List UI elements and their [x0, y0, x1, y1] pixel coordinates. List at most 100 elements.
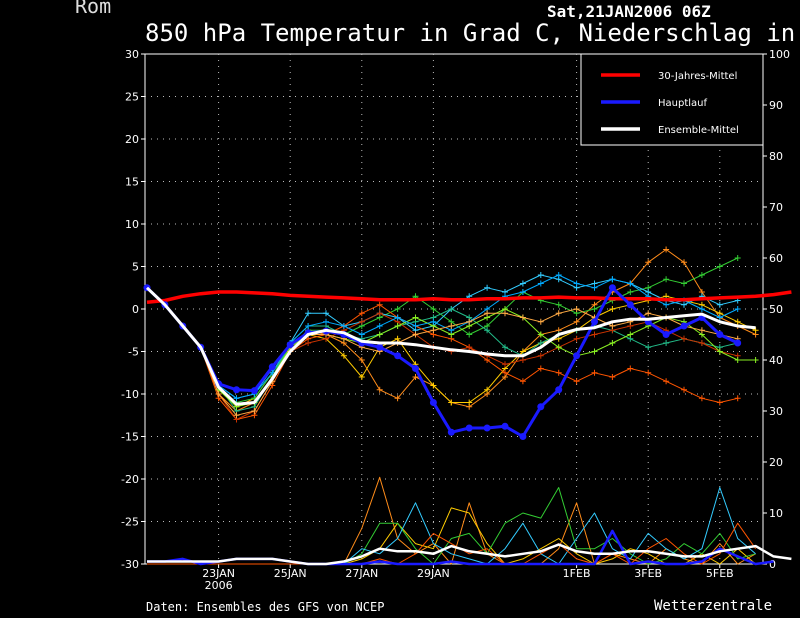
- point-member-2: [484, 386, 491, 393]
- point-member-7: [376, 310, 383, 317]
- point-hauptlauf: [447, 428, 455, 436]
- left-axis: -30 -25 -20 -15 -10 -5 0 5 10 15 20 25 30: [121, 48, 145, 571]
- point-member-7: [681, 335, 687, 342]
- point-member-7: [537, 352, 544, 359]
- point-member-2: [448, 399, 455, 406]
- point-member-8: [591, 348, 598, 355]
- point-hauptlauf: [716, 331, 724, 338]
- point-member-3: [466, 331, 473, 338]
- point-member-10: [251, 408, 258, 414]
- point-member-3: [591, 306, 598, 312]
- point-member-9: [591, 284, 598, 291]
- point-member-5: [627, 365, 634, 372]
- point-member-1: [663, 246, 670, 253]
- point-member-5: [502, 369, 508, 376]
- x-tick-label: 23JAN: [202, 567, 235, 580]
- point-member-7: [698, 340, 705, 346]
- series-line-30-jahres-mittel: [146, 290, 792, 304]
- point-member-3: [734, 255, 741, 261]
- point-member-6: [502, 344, 508, 351]
- point-member-5: [519, 378, 526, 385]
- point-member-2: [734, 318, 741, 325]
- point-member-5: [734, 395, 741, 402]
- left-tick-label: -15: [121, 431, 139, 444]
- point-member-1: [376, 386, 383, 393]
- legend-label-hauptlauf: Hauptlauf: [658, 98, 707, 109]
- point-member-10: [484, 310, 491, 317]
- right-tick-label: 90: [769, 99, 783, 112]
- point-member-6: [663, 340, 670, 346]
- series-line-niederschlag-ensemble-mittel: [147, 543, 792, 566]
- point-hauptlauf: [233, 386, 240, 394]
- series-line-niederschlag-member-5: [147, 522, 757, 565]
- point-hauptlauf: [268, 363, 276, 371]
- run-timestamp: Sat,21JAN2006 06Z: [547, 2, 711, 21]
- point-member-2: [752, 327, 759, 334]
- left-tick-label: -5: [128, 346, 139, 359]
- left-tick-label: 30: [125, 48, 139, 61]
- point-member-2: [466, 399, 473, 406]
- point-member-5: [681, 386, 687, 393]
- series-layer: [143, 246, 792, 566]
- series-line-hauptlauf: [145, 286, 739, 438]
- point-hauptlauf: [608, 284, 616, 292]
- left-tick-label: -25: [121, 516, 139, 529]
- point-member-9: [716, 314, 723, 321]
- point-member-3: [394, 306, 401, 312]
- point-hauptlauf: [394, 352, 402, 360]
- point-member-9: [519, 289, 526, 295]
- series-line-niederschlag-member-1: [147, 476, 756, 565]
- point-hauptlauf: [537, 403, 545, 411]
- x-tick-label: 27JAN: [345, 567, 378, 580]
- point-hauptlauf: [591, 318, 598, 326]
- point-member-10: [537, 318, 544, 325]
- point-member-1: [681, 259, 687, 266]
- point-member-10: [215, 391, 222, 397]
- series-line-member-10: [146, 287, 738, 416]
- point-member-5: [537, 365, 544, 372]
- point-member-6: [537, 340, 544, 346]
- point-member-1: [573, 318, 580, 325]
- point-member-9: [698, 306, 705, 312]
- point-member-8: [627, 331, 634, 338]
- point-member-5: [573, 378, 580, 385]
- left-tick-label: -20: [121, 473, 139, 486]
- point-hauptlauf: [626, 301, 634, 309]
- point-member-10: [233, 412, 240, 419]
- point-member-10: [448, 323, 455, 329]
- left-tick-label: 20: [125, 133, 139, 146]
- point-member-9: [537, 280, 544, 287]
- point-member-5: [716, 399, 723, 406]
- brand-label: Wetterzentrale: [654, 598, 773, 614]
- right-tick-label: 60: [769, 252, 783, 265]
- point-member-2: [430, 382, 437, 389]
- point-hauptlauf: [519, 433, 527, 440]
- right-tick-label: 20: [769, 456, 783, 469]
- legend-label-ensemble-mittel: Ensemble-Mittel: [658, 125, 739, 136]
- point-member-4: [519, 280, 526, 287]
- point-member-9: [269, 369, 276, 376]
- point-member-3: [716, 263, 723, 270]
- point-member-7: [519, 357, 526, 363]
- point-member-10: [430, 327, 437, 334]
- series-line-ensemble-mittel: [145, 286, 756, 406]
- point-member-9: [305, 323, 312, 329]
- point-member-10: [645, 310, 652, 317]
- point-member-9: [573, 280, 580, 287]
- point-member-10: [412, 331, 419, 338]
- point-member-4: [537, 272, 544, 278]
- point-member-4: [323, 310, 329, 317]
- right-tick-label: 10: [769, 507, 783, 520]
- point-member-10: [573, 306, 580, 312]
- point-member-5: [358, 310, 365, 317]
- left-tick-label: 25: [125, 91, 139, 104]
- location-label: Rom: [75, 0, 112, 18]
- point-member-3: [430, 306, 437, 312]
- point-member-8: [555, 344, 562, 351]
- point-member-3: [555, 301, 562, 308]
- point-member-6: [645, 344, 652, 351]
- point-member-9: [609, 276, 616, 283]
- point-hauptlauf: [429, 399, 437, 406]
- point-hauptlauf: [483, 424, 491, 432]
